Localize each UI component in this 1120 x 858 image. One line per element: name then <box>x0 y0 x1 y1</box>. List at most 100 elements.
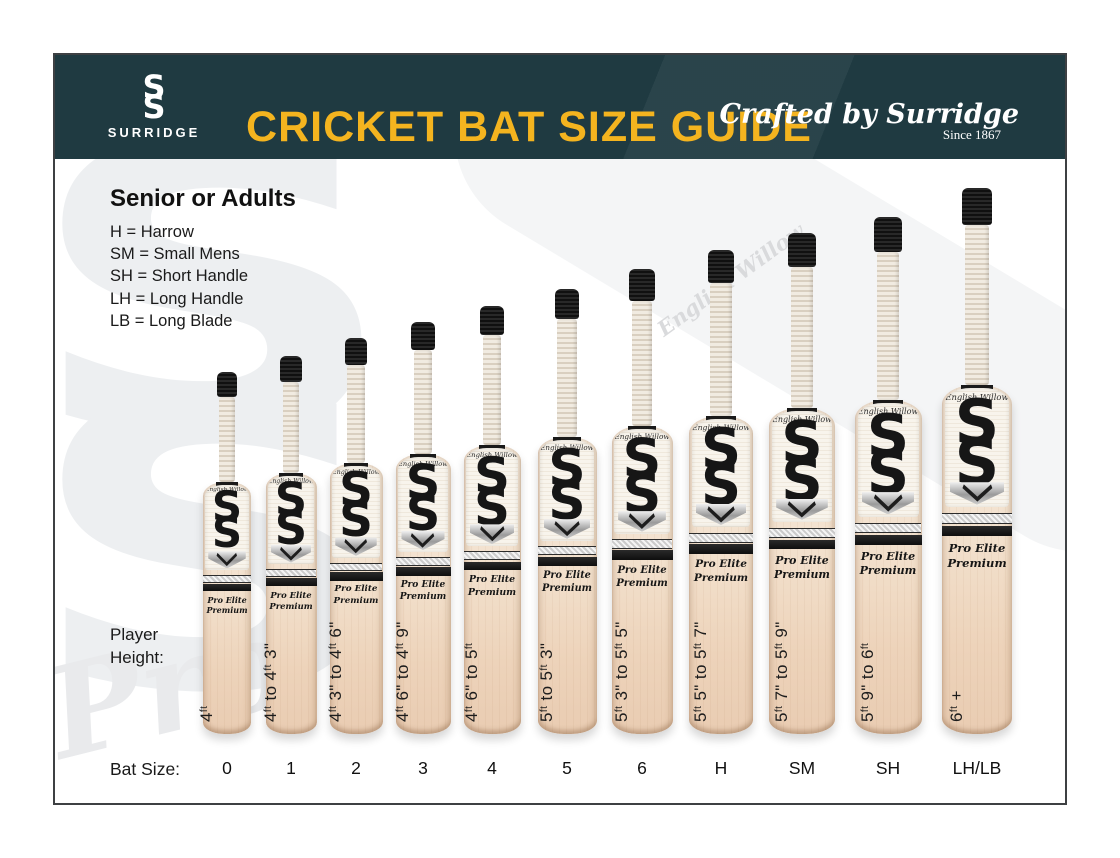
bat-size-row-label: Bat Size: <box>110 759 181 779</box>
chevron-badge-icon <box>271 544 311 563</box>
english-willow-text: English Willow <box>205 487 249 494</box>
model-name-text: Pro Elite Premium <box>399 579 447 603</box>
chevron-badge-icon <box>861 492 915 515</box>
legend-item-long-handle: LH = Long Handle <box>110 289 244 308</box>
bat-handle-knob <box>344 338 368 365</box>
player-height-value: 5ft 9" to 6ft <box>858 642 877 722</box>
logo-letter: S <box>142 68 166 106</box>
black-band <box>395 567 451 576</box>
bat-size-value: SM <box>788 758 816 778</box>
checker-band <box>463 551 521 561</box>
bat-handle-grip <box>347 365 365 463</box>
bat-size-value: 2 <box>351 758 361 778</box>
bat-handle-grip <box>413 350 433 454</box>
abbreviation-legend: H = Harrow SM = Small Mens SH = Short Ha… <box>110 221 248 332</box>
bat-size-value: 3 <box>418 758 428 778</box>
bat-handle-knob <box>554 289 580 319</box>
chevron-badge-icon <box>469 524 515 545</box>
bat-handle-knob <box>480 306 504 335</box>
legend-item-long-blade: LB = Long Blade <box>110 311 233 330</box>
bat-handle-knob <box>216 372 238 397</box>
bat-handle-grip <box>876 252 900 400</box>
bat-handle-grip <box>965 225 989 385</box>
black-band <box>854 534 922 545</box>
bat-handle-knob <box>411 322 435 350</box>
bat-size-value: 0 <box>222 758 232 778</box>
player-height-value: 5ft 3" to 5ft 5" <box>612 621 631 722</box>
legend-item-small-mens: SM = Small Mens <box>110 245 240 264</box>
model-name-text: Pro Elite Premium <box>859 549 917 577</box>
player-height-value: 5ft to 5ft 3" <box>537 642 556 722</box>
bat-size-value: LH/LB <box>952 758 1002 778</box>
model-name-text: Pro Elite Premium <box>269 589 313 611</box>
black-band <box>769 539 835 550</box>
bat-handle-grip <box>557 319 577 437</box>
checker-band <box>689 533 753 543</box>
black-band <box>611 550 673 560</box>
poster-frame: S S English Willow Pro S S SURRIDGE CRIC… <box>53 53 1067 805</box>
bat-size-value: 5 <box>562 758 572 778</box>
model-name-text: Pro Elite Premium <box>206 594 248 616</box>
player-height-line2: Height: <box>110 648 164 667</box>
bat-handle-grip <box>710 283 732 416</box>
model-name-text: Pro Elite Premium <box>542 570 592 594</box>
player-height-value: 4ft 3" to 4ft 6" <box>326 621 345 722</box>
chevron-badge-icon <box>618 511 666 532</box>
brand-name: SURRIDGE <box>107 124 201 140</box>
black-band <box>265 578 317 587</box>
bat-handle-grip <box>482 335 502 445</box>
crafted-by-block: Crafted by Surridge Since 1867 <box>720 99 1020 143</box>
legend-item-harrow: H = Harrow <box>110 223 194 241</box>
player-height-value: 4ft 6" to 5ft <box>462 642 481 722</box>
bat-handle-grip <box>282 382 300 473</box>
checker-band <box>203 574 251 583</box>
player-height-row-label: Player Height: <box>110 623 164 669</box>
player-height-line1: Player <box>110 625 159 644</box>
chevron-badge-icon <box>208 551 246 569</box>
chevron-badge-icon <box>949 482 1005 505</box>
checker-band <box>942 513 1012 524</box>
player-height-value: 6ft + <box>947 690 966 722</box>
checker-band <box>537 546 597 556</box>
black-band <box>537 556 597 566</box>
model-name-text: Pro Elite Premium <box>467 574 517 598</box>
black-band <box>942 525 1012 537</box>
checker-band <box>769 527 835 538</box>
bat-handle-grip <box>219 397 235 482</box>
model-name-text: Pro Elite Premium <box>693 558 749 585</box>
bat-handle-knob <box>962 188 992 225</box>
